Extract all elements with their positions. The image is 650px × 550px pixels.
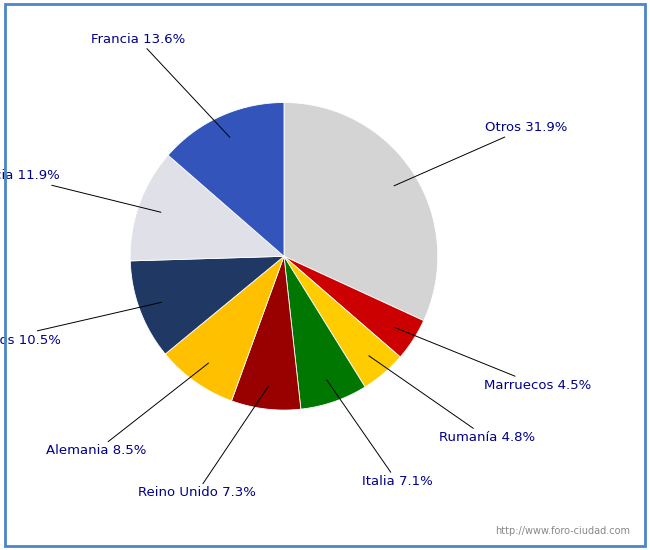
Polygon shape	[284, 256, 400, 387]
Polygon shape	[284, 102, 437, 321]
Polygon shape	[130, 256, 284, 354]
Polygon shape	[165, 256, 284, 401]
Polygon shape	[284, 256, 365, 409]
Polygon shape	[130, 155, 284, 261]
Polygon shape	[168, 102, 284, 256]
Text: Rumanía 4.8%: Rumanía 4.8%	[369, 356, 535, 444]
Text: http://www.foro-ciudad.com: http://www.foro-ciudad.com	[495, 526, 630, 536]
Text: Francia 13.6%: Francia 13.6%	[91, 33, 230, 138]
Text: Marruecos 4.5%: Marruecos 4.5%	[394, 327, 592, 392]
Text: Países Bajos 10.5%: Países Bajos 10.5%	[0, 302, 162, 346]
Text: Italia 7.1%: Italia 7.1%	[327, 380, 433, 488]
Text: Suecia 11.9%: Suecia 11.9%	[0, 169, 161, 212]
Text: Alemania 8.5%: Alemania 8.5%	[46, 363, 209, 458]
Text: Reino Unido 7.3%: Reino Unido 7.3%	[138, 386, 268, 499]
Text: Otros 31.9%: Otros 31.9%	[394, 121, 567, 186]
Text: La Roda - Turistas extranjeros según país - Octubre de 2024: La Roda - Turistas extranjeros según paí…	[84, 10, 566, 27]
Polygon shape	[284, 256, 424, 357]
Polygon shape	[231, 256, 301, 410]
